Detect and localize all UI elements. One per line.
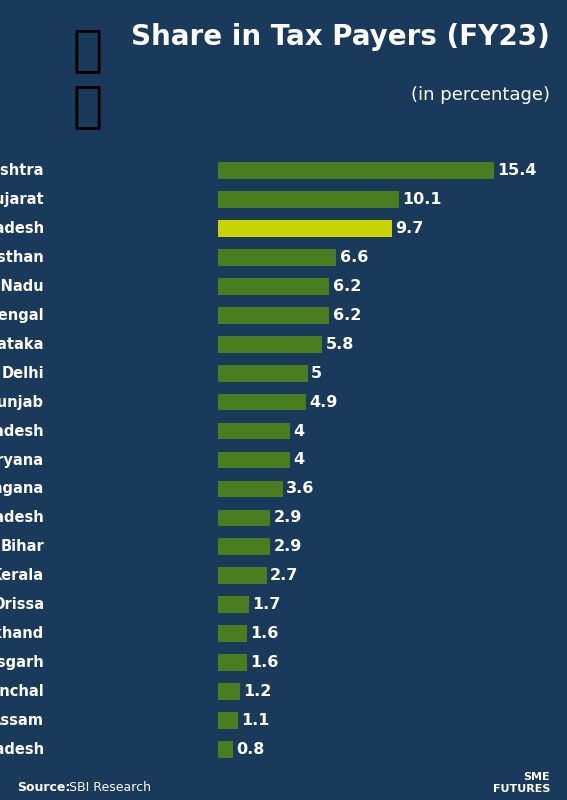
- Text: 10.1: 10.1: [403, 192, 442, 207]
- Text: 4.9: 4.9: [310, 394, 338, 410]
- Bar: [218, 567, 266, 584]
- Text: 15.4: 15.4: [497, 163, 537, 178]
- Text: 5: 5: [311, 366, 323, 381]
- Bar: [218, 422, 290, 439]
- Text: Punjab: Punjab: [0, 394, 44, 410]
- Text: 0.8: 0.8: [236, 742, 265, 757]
- Bar: [218, 162, 494, 179]
- Text: 5.8: 5.8: [325, 337, 354, 352]
- Text: Uttaranchal: Uttaranchal: [0, 684, 44, 699]
- Text: 1.6: 1.6: [251, 655, 279, 670]
- Text: SME
FUTURES: SME FUTURES: [493, 772, 550, 794]
- Text: Karnataka: Karnataka: [0, 337, 44, 352]
- Text: Haryana: Haryana: [0, 453, 44, 467]
- Text: 2.7: 2.7: [270, 568, 299, 583]
- Text: 1.7: 1.7: [252, 598, 281, 612]
- Text: Orissa: Orissa: [0, 598, 44, 612]
- Text: Himachal Pradesh: Himachal Pradesh: [0, 742, 44, 757]
- Text: Kerala: Kerala: [0, 568, 44, 583]
- Text: Maharashtra: Maharashtra: [0, 163, 44, 178]
- Text: Bihar: Bihar: [0, 539, 44, 554]
- Text: 6.2: 6.2: [333, 308, 361, 322]
- Text: 4: 4: [293, 423, 304, 438]
- Text: Telangana: Telangana: [0, 482, 44, 497]
- Bar: [218, 249, 336, 266]
- Text: Share in Tax Payers (FY23): Share in Tax Payers (FY23): [131, 23, 550, 51]
- Text: Gujarat: Gujarat: [0, 192, 44, 207]
- Text: Madhya Pradesh: Madhya Pradesh: [0, 423, 44, 438]
- Text: 2.9: 2.9: [274, 539, 302, 554]
- Text: Jharkhand: Jharkhand: [0, 626, 44, 642]
- Text: 6.2: 6.2: [333, 278, 361, 294]
- Text: 3.6: 3.6: [286, 482, 315, 497]
- Text: West Bengal: West Bengal: [0, 308, 44, 322]
- Text: SBI Research: SBI Research: [65, 781, 151, 794]
- Bar: [218, 538, 270, 555]
- Text: Uttar Pradesh: Uttar Pradesh: [0, 221, 44, 236]
- Bar: [218, 452, 290, 468]
- Bar: [218, 365, 308, 382]
- Text: 6.6: 6.6: [340, 250, 369, 265]
- Bar: [218, 481, 283, 498]
- Bar: [218, 712, 238, 729]
- Text: Rajasthan: Rajasthan: [0, 250, 44, 265]
- Text: 9.7: 9.7: [395, 221, 424, 236]
- Bar: [218, 307, 329, 324]
- Text: 2.9: 2.9: [274, 510, 302, 526]
- Text: Delhi: Delhi: [1, 366, 44, 381]
- Bar: [218, 654, 247, 671]
- Text: Assam: Assam: [0, 713, 44, 728]
- Bar: [218, 220, 392, 237]
- Text: Andhra Pradesh: Andhra Pradesh: [0, 510, 44, 526]
- Text: 1.2: 1.2: [243, 684, 272, 699]
- Bar: [218, 626, 247, 642]
- Text: Source:: Source:: [17, 781, 70, 794]
- Text: 1.6: 1.6: [251, 626, 279, 642]
- Bar: [218, 336, 322, 353]
- Bar: [218, 510, 270, 526]
- Bar: [218, 394, 306, 410]
- Bar: [218, 596, 249, 613]
- Text: 1.1: 1.1: [242, 713, 270, 728]
- Bar: [218, 191, 399, 208]
- Text: 💰
🧮: 💰 🧮: [73, 26, 103, 130]
- Bar: [218, 741, 232, 758]
- Text: Chhattisgarh: Chhattisgarh: [0, 655, 44, 670]
- Bar: [218, 278, 329, 294]
- Text: Tamil Nadu: Tamil Nadu: [0, 278, 44, 294]
- Bar: [218, 683, 240, 700]
- Text: 4: 4: [293, 453, 304, 467]
- Text: (in percentage): (in percentage): [411, 86, 550, 104]
